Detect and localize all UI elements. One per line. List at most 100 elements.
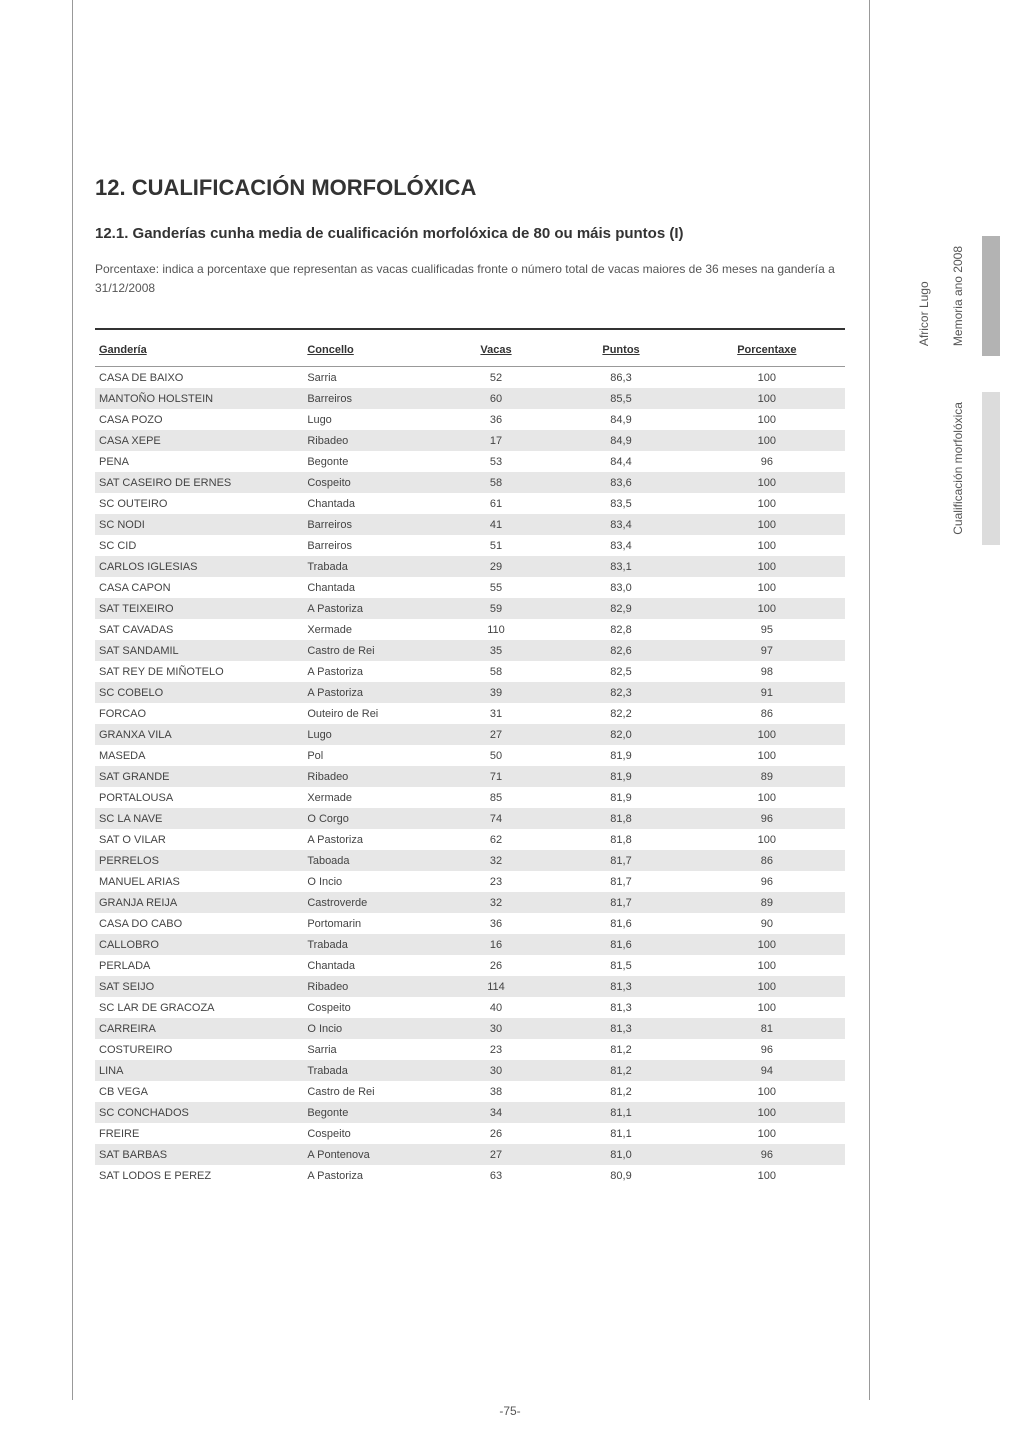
- table-cell: 23: [439, 1039, 554, 1060]
- table-cell: 30: [439, 1018, 554, 1039]
- table-cell: 100: [689, 1123, 845, 1144]
- table-row: CASA CAPONChantada5583,0100: [95, 577, 845, 598]
- table-cell: A Pastoriza: [303, 598, 438, 619]
- table-cell: 100: [689, 976, 845, 997]
- table-cell: 100: [689, 829, 845, 850]
- table-cell: 82,0: [553, 724, 688, 745]
- table-cell: Chantada: [303, 493, 438, 514]
- table-cell: Cospeito: [303, 997, 438, 1018]
- table-cell: Begonte: [303, 1102, 438, 1123]
- side-label-africor: Africor Lugo: [914, 236, 934, 356]
- table-cell: 36: [439, 913, 554, 934]
- table-body: CASA DE BAIXOSarria5286,3100MANTOÑO HOLS…: [95, 367, 845, 1187]
- table-cell: 81,5: [553, 955, 688, 976]
- table-cell: 84,9: [553, 430, 688, 451]
- ganderias-table: Gandería Concello Vacas Puntos Porcentax…: [95, 330, 845, 1186]
- table-row: PENABegonte5384,496: [95, 451, 845, 472]
- table-cell: SAT REY DE MIÑOTELO: [95, 661, 303, 682]
- table-cell: A Pastoriza: [303, 829, 438, 850]
- table-cell: CARREIRA: [95, 1018, 303, 1039]
- table-cell: 35: [439, 640, 554, 661]
- table-cell: 83,5: [553, 493, 688, 514]
- table-cell: CASA CAPON: [95, 577, 303, 598]
- table-cell: 86: [689, 850, 845, 871]
- table-cell: 89: [689, 766, 845, 787]
- table-cell: 52: [439, 367, 554, 389]
- table-row: CASA POZOLugo3684,9100: [95, 409, 845, 430]
- table-cell: 100: [689, 556, 845, 577]
- col-header-porcentaxe: Porcentaxe: [689, 330, 845, 367]
- table-cell: 83,1: [553, 556, 688, 577]
- table-cell: 83,4: [553, 535, 688, 556]
- table-cell: 110: [439, 619, 554, 640]
- table-row: MASEDAPol5081,9100: [95, 745, 845, 766]
- table-cell: 81,3: [553, 997, 688, 1018]
- table-cell: Ribadeo: [303, 430, 438, 451]
- table-row: SC OUTEIROChantada6183,5100: [95, 493, 845, 514]
- table-cell: PENA: [95, 451, 303, 472]
- table-cell: Trabada: [303, 556, 438, 577]
- table-cell: Castro de Rei: [303, 1081, 438, 1102]
- table-cell: 100: [689, 472, 845, 493]
- table-cell: 63: [439, 1165, 554, 1186]
- table-cell: 82,9: [553, 598, 688, 619]
- table-row: GRANJA REIJACastroverde3281,789: [95, 892, 845, 913]
- table-cell: 85: [439, 787, 554, 808]
- table-cell: 100: [689, 724, 845, 745]
- table-cell: CASA DE BAIXO: [95, 367, 303, 389]
- table-cell: 100: [689, 367, 845, 389]
- table-cell: 83,6: [553, 472, 688, 493]
- table-cell: Castro de Rei: [303, 640, 438, 661]
- table-cell: GRANXA VILA: [95, 724, 303, 745]
- table-cell: 100: [689, 577, 845, 598]
- table-cell: 32: [439, 850, 554, 871]
- table-cell: O Corgo: [303, 808, 438, 829]
- table-cell: SAT SANDAMIL: [95, 640, 303, 661]
- table-row: SAT BARBASA Pontenova2781,096: [95, 1144, 845, 1165]
- table-cell: 81,8: [553, 808, 688, 829]
- table-cell: 83,0: [553, 577, 688, 598]
- table-cell: 71: [439, 766, 554, 787]
- table-row: SAT SEIJORibadeo11481,3100: [95, 976, 845, 997]
- table-cell: Barreiros: [303, 388, 438, 409]
- table-cell: 100: [689, 787, 845, 808]
- table-cell: 84,9: [553, 409, 688, 430]
- table-cell: SAT TEIXEIRO: [95, 598, 303, 619]
- table-cell: Chantada: [303, 955, 438, 976]
- table-row: CASA XEPERibadeo1784,9100: [95, 430, 845, 451]
- table-cell: MANUEL ARIAS: [95, 871, 303, 892]
- table-cell: 82,8: [553, 619, 688, 640]
- table-row: CB VEGACastro de Rei3881,2100: [95, 1081, 845, 1102]
- table-cell: O Incio: [303, 871, 438, 892]
- table-cell: SAT O VILAR: [95, 829, 303, 850]
- table-cell: MANTOÑO HOLSTEIN: [95, 388, 303, 409]
- table-row: CALLOBROTrabada1681,6100: [95, 934, 845, 955]
- table-cell: 39: [439, 682, 554, 703]
- side-tabs: Africor Lugo Memoria ano 2008 x Cualific…: [914, 236, 1000, 545]
- table-cell: FREIRE: [95, 1123, 303, 1144]
- table-cell: 100: [689, 955, 845, 976]
- table-cell: 100: [689, 1081, 845, 1102]
- table-row: SC NODIBarreiros4183,4100: [95, 514, 845, 535]
- table-cell: 81,2: [553, 1039, 688, 1060]
- table-row: SAT CASEIRO DE ERNESCospeito5883,6100: [95, 472, 845, 493]
- table-cell: 38: [439, 1081, 554, 1102]
- table-row: SC CONCHADOSBegonte3481,1100: [95, 1102, 845, 1123]
- table-cell: 81,7: [553, 850, 688, 871]
- table-cell: A Pastoriza: [303, 682, 438, 703]
- table-cell: 81,9: [553, 766, 688, 787]
- table-cell: Portomarin: [303, 913, 438, 934]
- table-cell: 96: [689, 1039, 845, 1060]
- table-row: CASA DE BAIXOSarria5286,3100: [95, 367, 845, 389]
- table-cell: 32: [439, 892, 554, 913]
- table-cell: Ribadeo: [303, 976, 438, 997]
- table-cell: Chantada: [303, 577, 438, 598]
- table-row: SAT TEIXEIROA Pastoriza5982,9100: [95, 598, 845, 619]
- table-row: FREIRECospeito2681,1100: [95, 1123, 845, 1144]
- table-cell: 36: [439, 409, 554, 430]
- table-row: CASA DO CABOPortomarin3681,690: [95, 913, 845, 934]
- section-title: 12. CUALIFICACIÓN MORFOLÓXICA: [95, 175, 845, 201]
- table-cell: Trabada: [303, 934, 438, 955]
- table-row: SC LA NAVEO Corgo7481,896: [95, 808, 845, 829]
- table-cell: 51: [439, 535, 554, 556]
